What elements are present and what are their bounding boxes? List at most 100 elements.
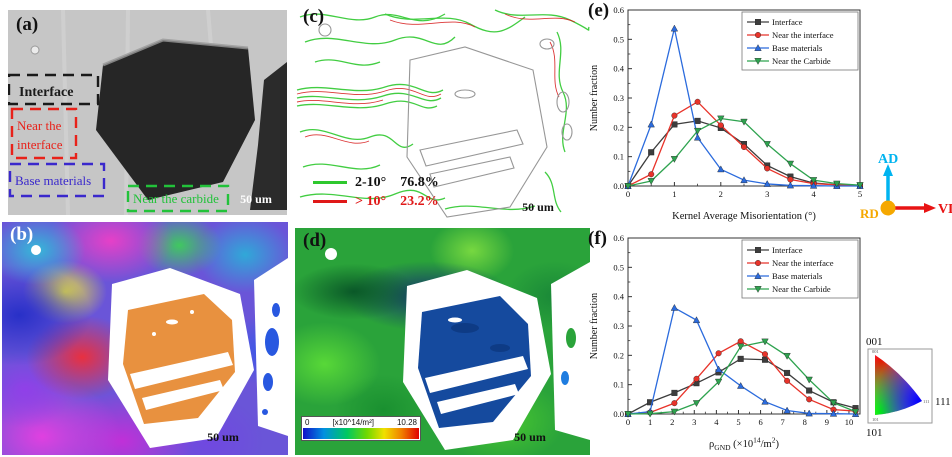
svg-text:3: 3	[692, 417, 696, 427]
boundary-legend-highangle: > 10° 23.2%	[313, 192, 453, 211]
svg-text:0: 0	[626, 417, 630, 427]
ipf-triangle	[875, 355, 922, 415]
gnd-colorbar-min: 0	[305, 418, 310, 427]
panel-d-gnd-map: (d) 0 [x10^14/m²] 10.28 50 um	[295, 228, 590, 455]
ipf-color-key: 001 101 111 001 101 111	[862, 335, 952, 443]
svg-text:2: 2	[719, 189, 723, 199]
highangle-pct: 23.2%	[400, 193, 439, 209]
ipf-inner-001: 001	[872, 349, 879, 354]
svg-text:0.1: 0.1	[613, 152, 624, 162]
ad-axis-label: AD	[878, 152, 898, 167]
panel-b-scalebar: 50 um	[192, 431, 254, 445]
ipf-corner-101: 101	[866, 427, 883, 439]
highangle-line-swatch	[313, 200, 347, 203]
svg-text:10: 10	[845, 417, 854, 427]
svg-text:1: 1	[672, 189, 676, 199]
lowangle-line-swatch	[313, 181, 347, 184]
svg-text:0.5: 0.5	[613, 34, 624, 44]
svg-text:0.4: 0.4	[613, 64, 624, 74]
base-materials-region-label: Base materials	[15, 173, 91, 188]
panel-d-scalebar: 50 um	[494, 431, 566, 445]
svg-text:6: 6	[758, 417, 762, 427]
svg-text:0.4: 0.4	[613, 292, 624, 302]
svg-text:ρGND (×1014/m2): ρGND (×1014/m2)	[709, 436, 779, 453]
svg-text:5: 5	[736, 417, 740, 427]
gnd-chart-plot: 0 1 2 3 4 5 6 7 8 9 10 0.0 0.1 0.2 0.3 0.4 0.5 0.6 ρGND (×…	[589, 233, 861, 453]
panel-d-scalebar-text: 50 um	[514, 430, 546, 444]
near-carbide-region-label: Near the carbide	[133, 191, 219, 206]
svg-text:7: 7	[781, 417, 785, 427]
panel-b-label: (b)	[10, 224, 34, 245]
panel-c-scalebar: 50 um	[498, 201, 578, 215]
near-interface-region-box	[10, 107, 78, 160]
svg-text:Near the Carbide: Near the Carbide	[772, 284, 831, 294]
panel-e-kam-chart: 0 1 2 3 4 5 0.0 0.1 0.2 0.3 0.4 0.5 0.6 Kernel Averag…	[588, 0, 878, 226]
panel-c-label: (c)	[303, 6, 325, 27]
panel-f-label: (f)	[588, 228, 607, 249]
panel-a-scalebar: 50 um	[231, 193, 281, 207]
panel-e-label: (e)	[588, 0, 610, 21]
svg-text:8: 8	[803, 417, 807, 427]
panel-f-gnd-chart: 0 1 2 3 4 5 6 7 8 9 10 0.0 0.1 0.2 0.3 0.4 0.5 0.6 ρGND (×…	[588, 228, 878, 454]
panel-b-ipf-map: (b) 50 um	[2, 222, 288, 455]
svg-text:Kernel Average Misorientation: Kernel Average Misorientation (°)	[672, 211, 816, 222]
svg-text:0.1: 0.1	[613, 380, 624, 390]
near-interface-region-label-2: interface	[17, 137, 63, 152]
panel-c-scalebar-text: 50 um	[522, 200, 554, 214]
orientation-axes: AD VD RD	[858, 152, 952, 220]
rd-axis-dot	[880, 200, 896, 216]
svg-text:0.5: 0.5	[613, 262, 624, 272]
panel-a-label: (a)	[16, 14, 39, 35]
svg-text:Number fraction: Number fraction	[589, 65, 600, 131]
svg-text:Interface: Interface	[772, 245, 803, 255]
sem-image-art: Interface Near the interface Base materi…	[8, 10, 287, 215]
rd-axis-label: RD	[860, 206, 879, 220]
svg-text:4: 4	[714, 417, 719, 427]
gnd-colorbar: 0 [x10^14/m²] 10.28	[301, 416, 421, 441]
base-materials-region-box	[8, 162, 106, 198]
svg-text:0.0: 0.0	[613, 409, 624, 419]
svg-text:Number fraction: Number fraction	[589, 293, 600, 359]
kam-chart-plot: 0 1 2 3 4 5 0.0 0.1 0.2 0.3 0.4 0.5 0.6 Kernel Averag…	[589, 5, 864, 222]
gnd-colorbar-gradient	[303, 428, 419, 439]
gnd-colorbar-unit: [x10^14/m²]	[332, 418, 374, 427]
gnd-colorbar-max: 10.28	[396, 418, 417, 427]
svg-text:0: 0	[626, 189, 630, 199]
svg-text:0.6: 0.6	[613, 233, 624, 243]
panel-b-scalebar-text: 50 um	[207, 430, 239, 444]
panel-a-scalebar-text: 50 um	[240, 192, 272, 206]
near-interface-region-label-1: Near the	[17, 118, 62, 133]
highangle-range: > 10°	[355, 193, 387, 209]
svg-text:Interface: Interface	[772, 17, 803, 27]
boundary-map-art	[296, 9, 590, 218]
svg-text:0.0: 0.0	[613, 181, 624, 191]
vd-axis-label: VD	[938, 202, 952, 217]
svg-text:Near the Carbide: Near the Carbide	[772, 56, 831, 66]
lowangle-range: 2-10°	[355, 174, 387, 190]
near-carbide-region-box	[126, 184, 230, 213]
ipf-corner-111: 111	[935, 396, 951, 408]
svg-text:Base materials: Base materials	[772, 271, 823, 281]
svg-text:0.3: 0.3	[613, 93, 624, 103]
panel-d-label: (d)	[303, 230, 327, 251]
ipf-inner-101: 101	[872, 417, 879, 422]
svg-text:Base materials: Base materials	[772, 43, 823, 53]
svg-text:4: 4	[811, 189, 816, 199]
boundary-legend-lowangle: 2-10° 76.8%	[313, 173, 453, 192]
ipf-inner-111: 111	[923, 399, 929, 404]
panel-c-boundary-map: (c) 2-10° 76.8% > 10° 23.2% 50 um	[295, 2, 590, 223]
svg-text:0.6: 0.6	[613, 5, 624, 15]
svg-text:Near the interface: Near the interface	[772, 258, 834, 268]
ipf-corner-001: 001	[866, 336, 883, 348]
svg-text:0.2: 0.2	[613, 350, 624, 360]
interface-region-label: Interface	[19, 85, 73, 100]
svg-text:1: 1	[648, 417, 652, 427]
svg-text:0.2: 0.2	[613, 122, 624, 132]
ipf-map-carbide-art	[31, 245, 288, 448]
interface-region-box	[8, 73, 100, 106]
svg-text:9: 9	[825, 417, 829, 427]
lowangle-pct: 76.8%	[400, 174, 439, 190]
gnd-map-carbide-art	[325, 248, 590, 450]
svg-text:5: 5	[858, 189, 862, 199]
